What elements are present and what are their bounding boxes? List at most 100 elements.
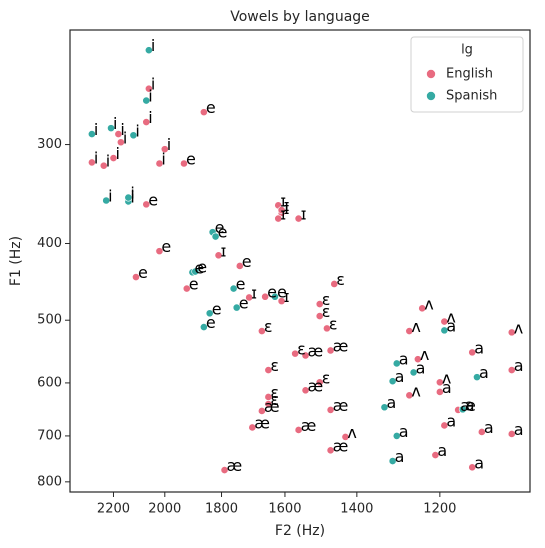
point: [440, 317, 449, 326]
axes-frame: [69, 29, 531, 493]
point-label: a: [446, 316, 456, 335]
point-label: a: [446, 411, 456, 430]
point-label: ʌ: [420, 345, 429, 364]
y-tick-label: 600: [37, 375, 62, 390]
point-label: æ: [308, 376, 324, 395]
point: [235, 262, 244, 270]
point: [182, 284, 191, 293]
x-tick-label: 1400: [340, 502, 373, 517]
point: [211, 232, 220, 241]
point-label: a: [484, 418, 494, 437]
point-label: i: [106, 152, 110, 171]
point: [315, 312, 324, 320]
point-label: i: [120, 120, 124, 139]
point-label: i: [115, 144, 119, 163]
point-label: ɪ: [301, 205, 307, 224]
point: [274, 214, 283, 223]
point-label: i: [167, 135, 171, 154]
point-label: ɪ: [284, 196, 290, 215]
point-label: ɪ: [280, 205, 286, 224]
y-tick-label: 500: [37, 313, 62, 328]
point: [142, 200, 151, 209]
point: [144, 84, 153, 93]
point: [323, 324, 331, 333]
point-label: a: [395, 367, 405, 386]
point: [380, 403, 389, 412]
point: [214, 251, 223, 260]
point-label: e: [267, 283, 277, 302]
point: [248, 423, 257, 432]
point-label: æ: [254, 413, 270, 432]
point-label: i: [130, 184, 134, 203]
point-label: æ: [227, 456, 243, 475]
point: [468, 348, 477, 357]
point: [124, 193, 133, 202]
point: [229, 284, 238, 293]
point: [102, 196, 111, 205]
point-label: i: [161, 150, 165, 169]
point: [257, 327, 266, 335]
point: [155, 247, 164, 256]
point: [341, 432, 350, 441]
point: [315, 378, 324, 387]
point: [109, 154, 118, 162]
point: [180, 159, 188, 168]
point-label: e: [239, 294, 249, 313]
point-label: a: [479, 363, 489, 382]
point-label: e: [236, 275, 246, 294]
point: [435, 378, 444, 387]
point: [435, 388, 444, 396]
point: [132, 273, 140, 281]
point: [142, 118, 151, 126]
point-label: e: [242, 252, 252, 271]
point-label: ɛ: [322, 368, 331, 387]
point-label: ʌ: [424, 294, 433, 313]
point-label: e: [218, 223, 228, 242]
legend: lg English Spanish: [410, 36, 524, 113]
point: [458, 405, 467, 414]
point-label: a: [437, 441, 447, 460]
point: [277, 297, 286, 306]
point-label: e: [206, 313, 216, 332]
point-label: ɛ: [322, 290, 331, 309]
point-label: æ: [264, 397, 280, 416]
point-label: e: [215, 218, 225, 237]
point: [220, 466, 229, 474]
point-label: ɛ: [270, 383, 279, 402]
point-label: ɛ: [297, 340, 306, 359]
point: [232, 303, 241, 312]
legend-title: lg: [461, 43, 473, 58]
point-label: a: [474, 453, 484, 472]
point-label: a: [442, 378, 452, 397]
point: [326, 446, 335, 455]
point: [191, 267, 200, 276]
point: [431, 451, 440, 459]
y-tick-label: 700: [37, 428, 62, 443]
point-label: ɪ: [221, 241, 227, 260]
point: [294, 426, 303, 434]
point: [392, 432, 401, 440]
point-label: a: [386, 393, 396, 412]
point-label: e: [138, 263, 148, 282]
point-label: i: [123, 128, 127, 147]
point-label: a: [514, 356, 524, 375]
point: [507, 328, 516, 337]
y-axis-label: F1 (Hz): [8, 236, 24, 286]
point: [440, 326, 449, 335]
point-label: i: [108, 187, 112, 206]
point-label: ɪ: [284, 287, 290, 306]
legend-label: English: [446, 67, 493, 82]
x-tick-label: 1800: [205, 502, 238, 517]
point-label: e: [148, 190, 158, 209]
point-label: i: [94, 120, 98, 139]
point: [99, 161, 108, 170]
y-tick-label: 300: [37, 137, 62, 152]
point: [142, 96, 151, 105]
point-label: ɛ: [322, 302, 331, 321]
point: [277, 206, 286, 215]
point-label: ʌ: [411, 381, 420, 400]
point: [440, 421, 449, 430]
point-label: æ: [301, 416, 317, 435]
point: [199, 323, 208, 331]
